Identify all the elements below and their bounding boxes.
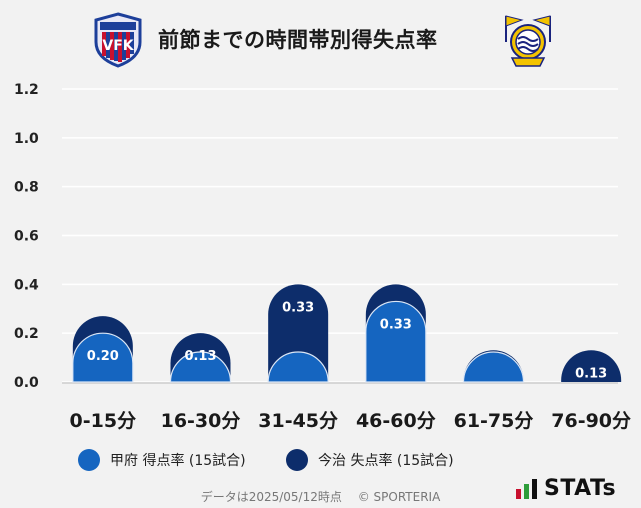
data-label: 0.13 bbox=[575, 366, 607, 381]
y-tick-label: 0.2 bbox=[14, 326, 39, 342]
brand-name: STATs bbox=[544, 476, 617, 501]
header: VFK 前節までの時間帯別得失点率 bbox=[0, 0, 641, 80]
x-tick-label: 0-15分 bbox=[70, 410, 137, 432]
legend-swatch-imabari bbox=[286, 449, 308, 471]
y-tick-label: 1.0 bbox=[14, 131, 39, 147]
x-tick-label: 16-30分 bbox=[161, 410, 241, 432]
data-label: 0.20 bbox=[87, 349, 119, 364]
y-tick-label: 0.4 bbox=[14, 277, 39, 293]
bar-kofu-1 bbox=[169, 351, 232, 383]
data-label: 0.13 bbox=[184, 349, 216, 364]
bar-kofu-0 bbox=[72, 332, 134, 383]
legend-label-imabari: 今治 失点率 (15試合) bbox=[318, 453, 454, 469]
stats-logo-icon bbox=[516, 478, 537, 499]
y-tick-label: 0.8 bbox=[14, 180, 39, 196]
legend-label-kofu: 甲府 得点率 (15試合) bbox=[110, 453, 246, 469]
ventforet-kofu-logo-icon: VFK bbox=[92, 12, 144, 72]
legend-item-kofu-scoring-rate: 甲府 得点率 (15試合) bbox=[78, 449, 246, 471]
fc-imabari-logo-icon bbox=[498, 12, 558, 74]
legend-swatch-kofu bbox=[78, 449, 100, 471]
stats-brand: STATs bbox=[516, 476, 616, 501]
bar-imabari-5 bbox=[561, 350, 622, 382]
x-tick-label: 61-75分 bbox=[454, 410, 534, 432]
footer: データは2025/05/12時点 © SPORTERIA bbox=[0, 488, 641, 505]
bar-kofu-4 bbox=[462, 351, 525, 383]
copyright: © SPORTERIA bbox=[357, 490, 441, 504]
chart: 0.0 0.2 0.4 0.6 0.8 1.0 1.2 0-15分 16-30分 31-45分 46… bbox=[14, 82, 631, 432]
bar-kofu-3 bbox=[365, 300, 427, 383]
data-label: 0.33 bbox=[380, 317, 412, 332]
y-tick-label: 0.6 bbox=[14, 229, 39, 245]
y-tick-label: 0.0 bbox=[14, 375, 39, 391]
data-date-note: データは2025/05/12時点 bbox=[200, 490, 342, 504]
y-tick-label: 1.2 bbox=[14, 82, 39, 98]
bar-kofu-2 bbox=[267, 351, 329, 383]
legend-item-imabari-conceding-rate: 今治 失点率 (15試合) bbox=[286, 449, 454, 471]
svg-text:VFK: VFK bbox=[102, 38, 134, 54]
page-title: 前節までの時間帯別得失点率 bbox=[158, 28, 438, 52]
x-tick-label: 31-45分 bbox=[258, 410, 338, 432]
x-tick-label: 76-90分 bbox=[551, 410, 631, 432]
x-tick-label: 46-60分 bbox=[356, 410, 436, 432]
data-label: 0.33 bbox=[282, 300, 314, 315]
